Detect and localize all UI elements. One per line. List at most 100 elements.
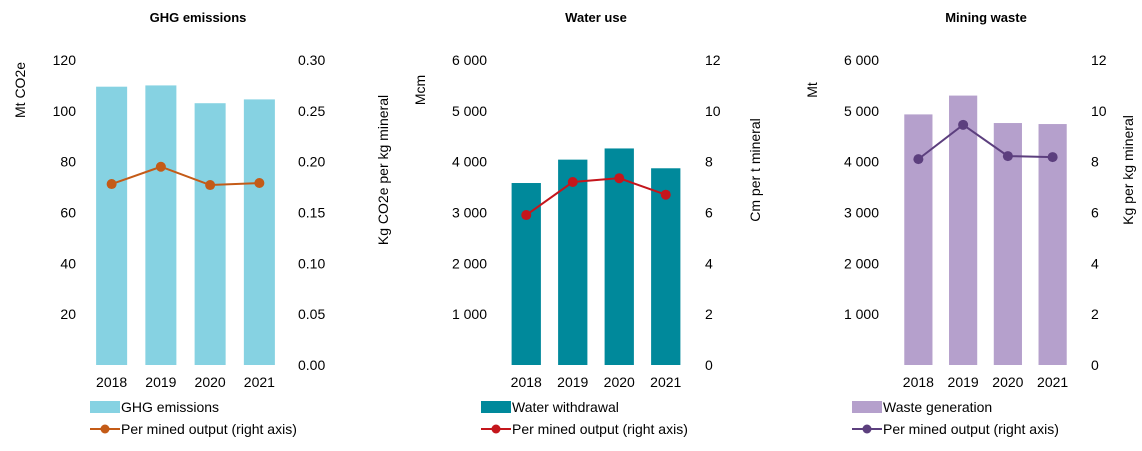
legend-swatch-marker bbox=[862, 424, 872, 434]
line-point-2021 bbox=[254, 178, 265, 189]
left-axis-label: Mt CO2e bbox=[12, 62, 28, 118]
right-axis-label: Kg per kg mineral bbox=[1120, 115, 1136, 225]
legend-label: Waste generation bbox=[883, 399, 992, 415]
category-label: 2021 bbox=[244, 374, 275, 390]
left-axis-label: Mcm bbox=[412, 75, 428, 105]
bar-2021 bbox=[651, 168, 681, 365]
right-axis-tick-label: 4 bbox=[1091, 255, 1099, 271]
bar-2020 bbox=[993, 123, 1022, 366]
category-label: 2019 bbox=[948, 374, 979, 390]
right-axis-tick-label: 0.15 bbox=[298, 205, 325, 221]
left-axis-tick-label: 6 000 bbox=[452, 52, 487, 68]
right-axis-tick-label: 0 bbox=[705, 357, 713, 373]
left-axis-tick-label: 3 000 bbox=[452, 205, 487, 221]
line-point-2019 bbox=[958, 119, 969, 130]
right-axis-tick-label: 0.10 bbox=[298, 255, 325, 271]
left-axis-tick-label: 20 bbox=[60, 306, 76, 322]
legend-label: Water withdrawal bbox=[512, 399, 619, 415]
right-axis-tick-label: 0.20 bbox=[298, 154, 325, 170]
line-point-2020 bbox=[614, 173, 625, 184]
left-axis-tick-label: 120 bbox=[53, 52, 77, 68]
left-axis-tick-label: 100 bbox=[53, 103, 77, 119]
right-axis-tick-label: 8 bbox=[705, 154, 713, 170]
right-axis-tick-label: 0.00 bbox=[298, 357, 325, 373]
line-point-2019 bbox=[567, 177, 578, 187]
chart-title: Mining waste bbox=[945, 10, 1027, 25]
legend-label: Per mined output (right axis) bbox=[121, 421, 297, 437]
line-point-2021 bbox=[660, 189, 671, 200]
line-point-2018 bbox=[521, 210, 532, 221]
bar-2019 bbox=[558, 159, 588, 365]
right-axis-tick-label: 12 bbox=[1091, 52, 1107, 68]
legend-swatch-bar bbox=[852, 401, 882, 413]
category-label: 2020 bbox=[604, 374, 635, 390]
right-axis-tick-label: 2 bbox=[1091, 306, 1099, 322]
legend-swatch-marker bbox=[100, 424, 110, 434]
right-axis-tick-label: 0.05 bbox=[298, 306, 325, 322]
line-point-2020 bbox=[205, 180, 216, 191]
right-axis-tick-label: 4 bbox=[705, 255, 713, 271]
right-axis-tick-label: 0.30 bbox=[298, 52, 325, 68]
category-label: 2018 bbox=[511, 374, 542, 390]
legend-label: GHG emissions bbox=[121, 399, 219, 415]
bar-2019 bbox=[145, 85, 177, 366]
chart-panel-3: Mining waste 1 000 2 000 3 000 4 000 5 000 6 0… bbox=[804, 10, 1136, 437]
legend-label: Per mined output (right axis) bbox=[512, 421, 688, 437]
left-axis-tick-label: 60 bbox=[60, 205, 76, 221]
chart-title: GHG emissions bbox=[150, 10, 247, 25]
bar-2021 bbox=[1038, 124, 1067, 365]
left-axis-tick-label: 1 000 bbox=[452, 306, 487, 322]
chart-title: Water use bbox=[565, 10, 627, 25]
right-axis-label: Kg CO2e per kg mineral bbox=[375, 95, 391, 245]
left-axis-tick-label: 4 000 bbox=[452, 154, 487, 170]
left-axis-tick-label: 80 bbox=[60, 154, 76, 170]
right-axis-tick-label: 2 bbox=[705, 306, 713, 322]
series-line bbox=[917, 123, 1053, 160]
left-axis-tick-label: 2 000 bbox=[452, 255, 487, 271]
left-axis-tick-label: 3 000 bbox=[844, 205, 879, 221]
line-point-2021 bbox=[1047, 152, 1058, 163]
right-axis-tick-label: 6 bbox=[705, 205, 713, 221]
category-label: 2020 bbox=[195, 374, 226, 390]
series-line bbox=[111, 165, 260, 187]
left-axis-tick-label: 40 bbox=[60, 255, 76, 271]
left-axis-tick-label: 1 000 bbox=[844, 306, 879, 322]
legend-swatch-bar bbox=[481, 401, 511, 413]
series-line bbox=[525, 177, 667, 216]
left-axis-tick-label: 2 000 bbox=[844, 255, 879, 271]
bar-2021 bbox=[243, 99, 275, 365]
line-point-2018 bbox=[913, 154, 924, 165]
right-axis-tick-label: 8 bbox=[1091, 154, 1099, 170]
bar-2020 bbox=[194, 103, 226, 365]
bar-2019 bbox=[949, 95, 978, 365]
left-axis-tick-label: 5 000 bbox=[844, 103, 879, 119]
right-axis-tick-label: 10 bbox=[705, 103, 721, 119]
chart-panel-2: Water use 1 000 2 000 3 000 4 000 5 000 6 000 0… bbox=[412, 10, 763, 437]
category-label: 2021 bbox=[650, 374, 681, 390]
category-label: 2018 bbox=[96, 374, 127, 390]
category-label: 2019 bbox=[145, 374, 176, 390]
left-axis-tick-label: 4 000 bbox=[844, 154, 879, 170]
right-axis-tick-label: 0.25 bbox=[298, 103, 325, 119]
right-axis-label: Cm per t mineral bbox=[747, 118, 763, 221]
right-axis-tick-label: 10 bbox=[1091, 103, 1107, 119]
right-axis-tick-label: 12 bbox=[705, 52, 721, 68]
left-axis-label: Mt bbox=[804, 82, 820, 98]
category-label: 2019 bbox=[557, 374, 588, 390]
category-label: 2018 bbox=[903, 374, 934, 390]
legend-label: Per mined output (right axis) bbox=[883, 421, 1059, 437]
left-axis-tick-label: 5 000 bbox=[452, 103, 487, 119]
line-point-2018 bbox=[106, 179, 117, 190]
category-label: 2021 bbox=[1037, 374, 1068, 390]
bar-2020 bbox=[604, 148, 634, 365]
legend-swatch-bar bbox=[90, 401, 120, 413]
chart-panel-1: GHG emissions 20 40 60 80 100 120 0.00 0.05 0.10 0… bbox=[12, 10, 391, 437]
right-axis-tick-label: 6 bbox=[1091, 205, 1099, 221]
left-axis-tick-label: 6 000 bbox=[844, 52, 879, 68]
legend-swatch-marker bbox=[491, 424, 501, 434]
category-label: 2020 bbox=[992, 374, 1023, 390]
line-point-2020 bbox=[1002, 151, 1013, 162]
line-point-2019 bbox=[155, 161, 166, 172]
